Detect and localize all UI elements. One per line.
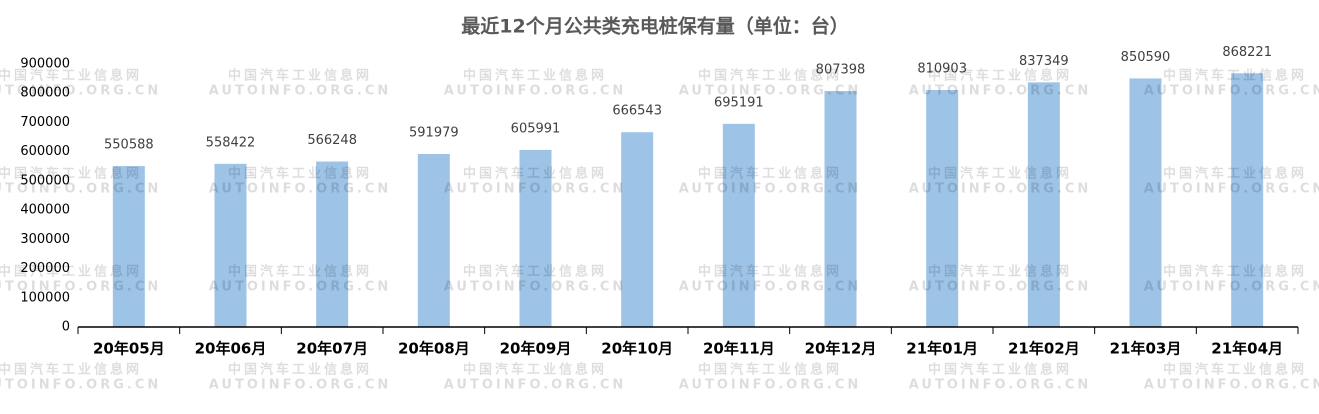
watermark: AUTOINFO.ORG.CN bbox=[1144, 378, 1319, 393]
watermark: AUTOINFO.ORG.CN bbox=[209, 378, 392, 393]
x-tick-label: 20年05月 bbox=[93, 340, 165, 358]
watermark: AUTOINFO.ORG.CN bbox=[209, 84, 392, 99]
y-tick-label: 600000 bbox=[20, 144, 70, 159]
x-tick-label: 20年11月 bbox=[703, 340, 775, 358]
y-tick-label: 400000 bbox=[20, 203, 70, 218]
watermark: AUTOINFO.ORG.CN bbox=[0, 84, 161, 99]
x-tick-label: 21年02月 bbox=[1008, 340, 1080, 358]
x-tick-label: 21年03月 bbox=[1110, 340, 1182, 358]
watermark: 中国汽车工业信息网 bbox=[928, 362, 1072, 378]
bar bbox=[316, 161, 349, 327]
watermark: 中国汽车工业信息网 bbox=[928, 68, 1072, 84]
watermark: 中国汽车工业信息网 bbox=[0, 264, 142, 280]
bar bbox=[417, 154, 450, 327]
watermark: AUTOINFO.ORG.CN bbox=[209, 182, 392, 197]
watermark: 中国汽车工业信息网 bbox=[1163, 166, 1307, 182]
value-label: 666543 bbox=[612, 104, 662, 119]
bar bbox=[214, 163, 247, 327]
watermark: AUTOINFO.ORG.CN bbox=[209, 280, 392, 295]
y-tick-label: 700000 bbox=[20, 115, 70, 130]
watermark: AUTOINFO.ORG.CN bbox=[444, 182, 627, 197]
value-label: 591979 bbox=[409, 126, 459, 141]
value-label: 605991 bbox=[511, 121, 561, 136]
value-label: 868221 bbox=[1222, 45, 1272, 60]
x-tick-label: 21年04月 bbox=[1211, 340, 1283, 358]
value-label: 850590 bbox=[1121, 50, 1171, 65]
watermark: 中国汽车工业信息网 bbox=[463, 68, 607, 84]
watermark: AUTOINFO.ORG.CN bbox=[444, 378, 627, 393]
y-tick-label: 300000 bbox=[20, 232, 70, 247]
watermark: AUTOINFO.ORG.CN bbox=[679, 182, 862, 197]
bar bbox=[1129, 78, 1162, 328]
watermark: 中国汽车工业信息网 bbox=[698, 264, 842, 280]
x-tick-label: 20年07月 bbox=[296, 340, 368, 358]
watermark: AUTOINFO.ORG.CN bbox=[1144, 84, 1319, 99]
watermark: 中国汽车工业信息网 bbox=[228, 264, 372, 280]
value-label: 807398 bbox=[816, 63, 866, 78]
value-label: 837349 bbox=[1019, 54, 1069, 69]
x-tick-label: 21年01月 bbox=[906, 340, 978, 358]
watermark: AUTOINFO.ORG.CN bbox=[679, 378, 862, 393]
y-tick-label: 800000 bbox=[20, 86, 70, 101]
x-tick-label: 20年08月 bbox=[398, 340, 470, 358]
y-tick-label: 900000 bbox=[20, 57, 70, 72]
value-label: 558422 bbox=[206, 135, 256, 150]
watermark: 中国汽车工业信息网 bbox=[463, 264, 607, 280]
watermark: AUTOINFO.ORG.CN bbox=[679, 84, 862, 99]
bar bbox=[1231, 73, 1264, 327]
x-tick-label: 20年12月 bbox=[805, 340, 877, 358]
watermark: 中国汽车工业信息网 bbox=[928, 166, 1072, 182]
watermark: 中国汽车工业信息网 bbox=[463, 166, 607, 182]
watermark: AUTOINFO.ORG.CN bbox=[1144, 182, 1319, 197]
watermark: AUTOINFO.ORG.CN bbox=[1144, 280, 1319, 295]
x-tick-label: 20年09月 bbox=[500, 340, 572, 358]
value-label: 695191 bbox=[714, 95, 764, 110]
watermark: 中国汽车工业信息网 bbox=[1163, 362, 1307, 378]
watermark: 中国汽车工业信息网 bbox=[228, 362, 372, 378]
watermark: 中国汽车工业信息网 bbox=[1163, 264, 1307, 280]
watermark: AUTOINFO.ORG.CN bbox=[909, 378, 1092, 393]
y-tick-label: 0 bbox=[62, 320, 70, 335]
watermark: 中国汽车工业信息网 bbox=[928, 264, 1072, 280]
x-tick-label: 20年10月 bbox=[601, 340, 673, 358]
value-label: 550588 bbox=[104, 138, 154, 153]
bar bbox=[112, 166, 145, 327]
watermark: 中国汽车工业信息网 bbox=[0, 68, 142, 84]
watermark: AUTOINFO.ORG.CN bbox=[0, 182, 161, 197]
watermark: 中国汽车工业信息网 bbox=[463, 362, 607, 378]
bar bbox=[1027, 82, 1060, 327]
chart-title: 最近12个月公共类充电桩保有量（单位：台） bbox=[461, 15, 848, 38]
watermark: AUTOINFO.ORG.CN bbox=[0, 280, 161, 295]
watermark: AUTOINFO.ORG.CN bbox=[444, 84, 627, 99]
y-tick-label: 200000 bbox=[20, 261, 70, 276]
bar bbox=[926, 90, 959, 327]
y-tick-label: 100000 bbox=[20, 290, 70, 305]
watermark: 中国汽车工业信息网 bbox=[698, 166, 842, 182]
watermark: 中国汽车工业信息网 bbox=[0, 166, 142, 182]
watermark: AUTOINFO.ORG.CN bbox=[0, 378, 161, 393]
value-label: 566248 bbox=[307, 133, 357, 148]
value-label: 810903 bbox=[917, 62, 967, 77]
watermark: 中国汽车工业信息网 bbox=[698, 68, 842, 84]
bar bbox=[519, 149, 552, 327]
watermark: 中国汽车工业信息网 bbox=[0, 362, 142, 378]
watermark: AUTOINFO.ORG.CN bbox=[909, 182, 1092, 197]
bar bbox=[621, 132, 654, 327]
y-tick-label: 500000 bbox=[20, 173, 70, 188]
watermark: AUTOINFO.ORG.CN bbox=[909, 280, 1092, 295]
bar bbox=[824, 91, 857, 327]
bar bbox=[722, 123, 755, 328]
watermark: 中国汽车工业信息网 bbox=[228, 68, 372, 84]
watermark: AUTOINFO.ORG.CN bbox=[444, 280, 627, 295]
watermark: 中国汽车工业信息网 bbox=[698, 362, 842, 378]
watermark: AUTOINFO.ORG.CN bbox=[909, 84, 1092, 99]
watermark: 中国汽车工业信息网 bbox=[228, 166, 372, 182]
watermark: AUTOINFO.ORG.CN bbox=[679, 280, 862, 295]
watermark: 中国汽车工业信息网 bbox=[1163, 68, 1307, 84]
x-tick-label: 20年06月 bbox=[195, 340, 267, 358]
